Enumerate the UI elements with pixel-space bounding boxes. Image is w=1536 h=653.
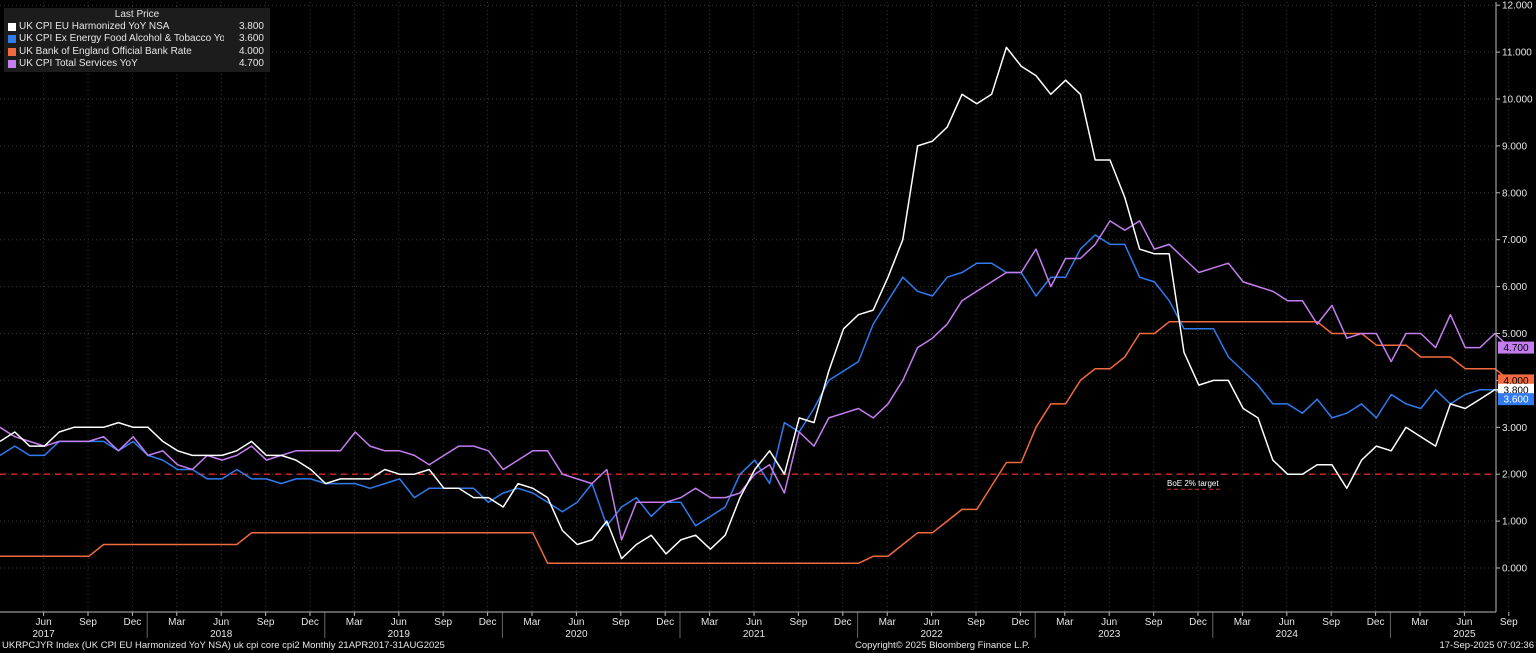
x-tick-label: Sep — [612, 617, 630, 628]
x-tick-label: Mar — [879, 617, 897, 628]
x-tick-label: Jun — [36, 617, 52, 628]
x-tick-label: Sep — [967, 617, 985, 628]
x-tick-label: Dec — [1012, 617, 1030, 628]
y-tick-label: 9.000 — [1502, 141, 1527, 152]
series-layer — [0, 46, 1511, 565]
legend-item-value: 3.800 — [238, 21, 264, 32]
x-tick-label: Jun — [213, 617, 229, 628]
x-year-label: 2020 — [565, 629, 588, 640]
series-line — [0, 234, 1511, 527]
legend-swatch — [8, 35, 16, 44]
legend-swatch — [8, 23, 16, 32]
legend-item-name: UK CPI EU Harmonized YoY NSA — [19, 21, 170, 32]
x-year-label: 2022 — [920, 629, 943, 640]
last-price-badge-label: 4.000 — [1503, 376, 1528, 387]
x-tick-label: Sep — [1500, 617, 1518, 628]
series-line — [0, 220, 1511, 541]
last-price-badge-label: 4.700 — [1503, 343, 1528, 354]
x-year-label: 2021 — [743, 629, 766, 640]
x-tick-label: Mar — [701, 617, 719, 628]
x-year-label: 2018 — [210, 629, 233, 640]
series-line — [0, 46, 1510, 560]
x-year-label: 2023 — [1098, 629, 1121, 640]
x-tick-label: Dec — [301, 617, 319, 628]
footer-copyright: Copyright© 2025 Bloomberg Finance L.P. — [855, 640, 1030, 651]
legend-item: UK Bank of England Official Bank Rate 4.… — [4, 46, 270, 58]
y-tick-label: 3.000 — [1502, 423, 1527, 434]
x-tick-label: Mar — [1234, 617, 1252, 628]
x-tick-label: Mar — [1411, 617, 1429, 628]
x-tick-label: Mar — [346, 617, 364, 628]
y-tick-label: 7.000 — [1502, 235, 1527, 246]
footer-source: UKRPCJYR Index (UK CPI EU Harmonized YoY… — [2, 640, 445, 651]
y-tick-label: 2.000 — [1502, 470, 1527, 481]
x-tick-label: Jun — [1101, 617, 1117, 628]
last-price-badge-label: 3.600 — [1503, 395, 1528, 406]
legend-item: UK CPI EU Harmonized YoY NSA 3.800 — [4, 21, 270, 33]
legend-swatch — [8, 47, 16, 56]
y-tick-label: 11.000 — [1502, 48, 1532, 59]
legend-header: Last Price — [114, 9, 160, 20]
x-tick-label: Sep — [1322, 617, 1340, 628]
x-tick-label: Jun — [568, 617, 584, 628]
x-year-label: 2019 — [388, 629, 411, 640]
x-tick-label: Sep — [79, 617, 97, 628]
last-price-badge — [1498, 383, 1534, 396]
x-tick-label: Dec — [479, 617, 497, 628]
last-price-badge-label: 3.800 — [1503, 385, 1528, 396]
x-tick-label: Jun — [391, 617, 407, 628]
x-tick-label: Sep — [1145, 617, 1163, 628]
x-tick-label: Jun — [1456, 617, 1472, 628]
x-tick-label: Jun — [1279, 617, 1295, 628]
legend-item-name: UK CPI Total Services YoY — [19, 57, 138, 69]
x-tick-label: Dec — [124, 617, 142, 628]
x-tick-label: Dec — [656, 617, 674, 628]
series-line — [0, 321, 1511, 565]
reference-line-layer: BoE 2% target — [0, 473, 1496, 490]
x-tick-label: Jun — [924, 617, 940, 628]
axis-layer: 0.000 1.000 2.000 3.000 4.000 5.000 6.000 7.000… — [0, 1, 1533, 640]
y-tick-label: 6.000 — [1502, 282, 1527, 293]
legend-item-value: 3.600 — [238, 33, 264, 45]
x-year-label: 2024 — [1276, 629, 1299, 640]
x-tick-label: Dec — [1367, 617, 1385, 628]
x-year-label: 2017 — [32, 629, 55, 640]
legend-item-name: UK Bank of England Official Bank Rate — [19, 45, 192, 57]
legend: Last Price UK CPI EU Harmonized YoY NSA … — [4, 8, 270, 72]
y-tick-label: 8.000 — [1502, 188, 1527, 199]
y-tick-label: 1.000 — [1502, 517, 1527, 528]
y-tick-label: 5.000 — [1502, 329, 1527, 340]
x-year-label: 2025 — [1453, 629, 1476, 640]
y-tick-label: 12.000 — [1502, 1, 1533, 12]
y-tick-label: 0.000 — [1502, 564, 1527, 575]
x-tick-label: Mar — [168, 617, 186, 628]
footer-timestamp: 17-Sep-2025 07:02:36 — [1439, 640, 1534, 651]
x-tick-label: Dec — [834, 617, 852, 628]
x-tick-label: Sep — [434, 617, 452, 628]
boe-target-label: BoE 2% target — [1167, 479, 1219, 488]
y-tick-label: 10.000 — [1502, 95, 1533, 106]
x-tick-label: Mar — [523, 617, 541, 628]
x-tick-label: Jun — [746, 617, 762, 628]
legend-item-value: 4.000 — [238, 45, 264, 57]
legend-item: UK CPI Total Services YoY 4.700 — [4, 58, 270, 70]
x-tick-label: Sep — [257, 617, 275, 628]
last-price-badge — [1498, 393, 1534, 406]
legend-item: UK CPI Ex Energy Food Alcohol & Tobacco … — [4, 33, 270, 45]
last-price-badge — [1498, 341, 1534, 354]
legend-item-value: 4.700 — [238, 57, 264, 69]
grid-layer — [0, 2, 1510, 612]
last-price-badge — [1498, 374, 1534, 387]
x-tick-label: Mar — [1056, 617, 1074, 628]
legend-item-name: UK CPI Ex Energy Food Alcohol & Tobacco … — [19, 33, 224, 45]
x-tick-label: Dec — [1189, 617, 1207, 628]
legend-swatch — [8, 60, 16, 69]
x-tick-label: Sep — [790, 617, 808, 628]
